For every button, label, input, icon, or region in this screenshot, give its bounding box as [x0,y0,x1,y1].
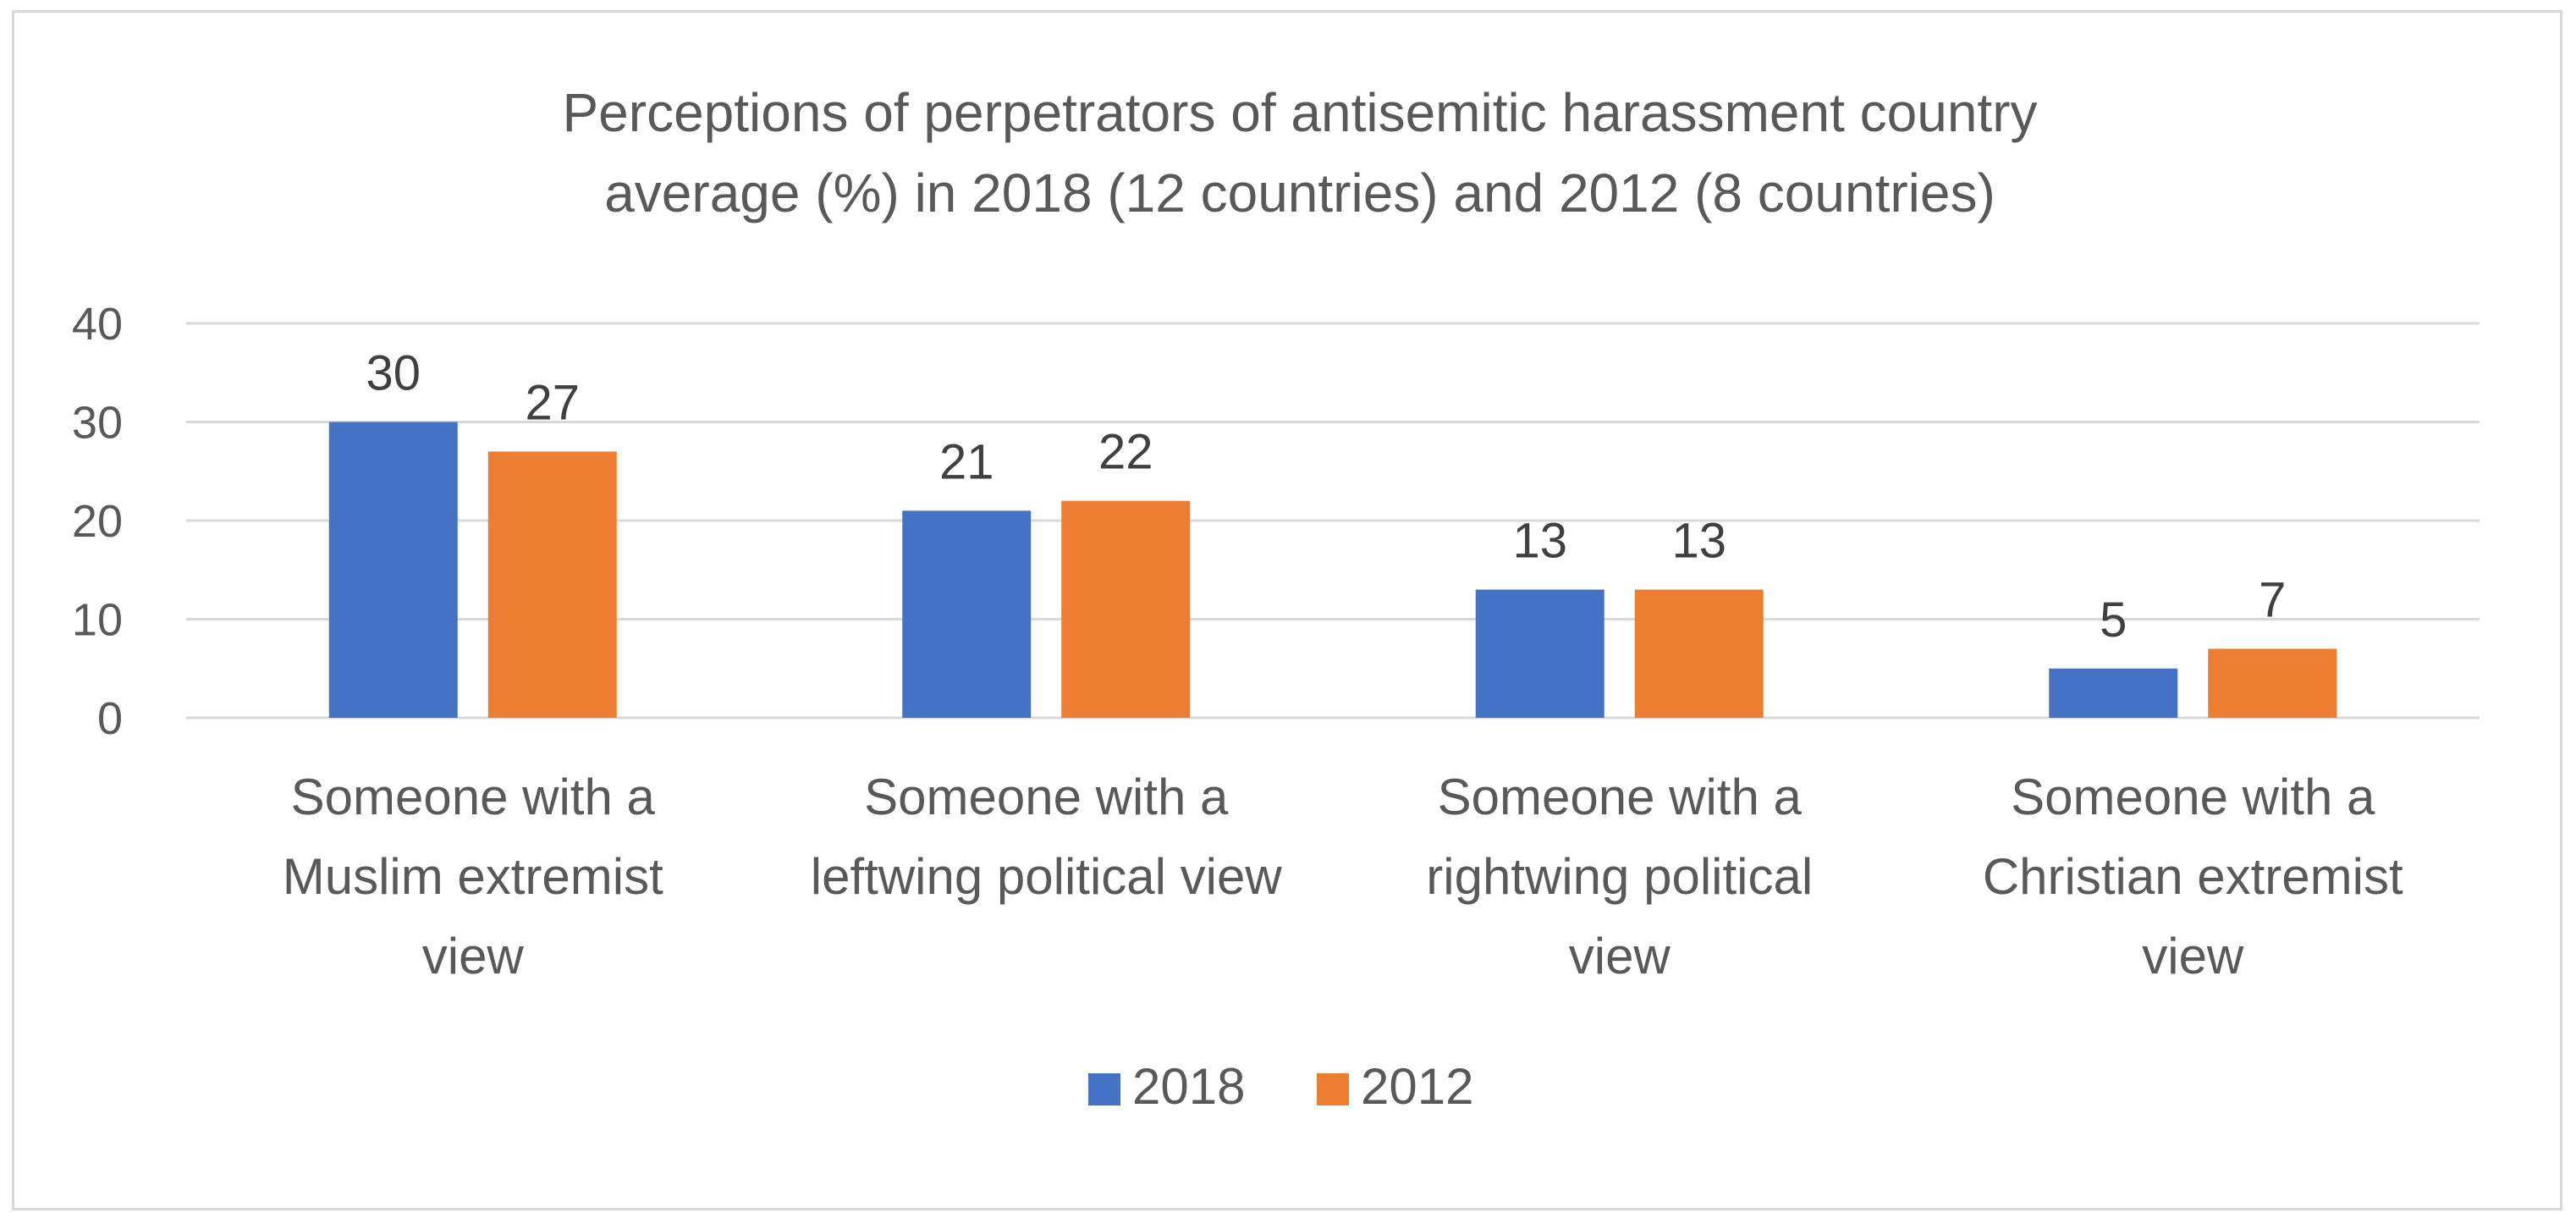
category-labels: Someone with a Muslim extremist view Someon… [283,769,2403,984]
y-tick-label: 20 [72,496,123,547]
data-labels: 30 27 21 22 13 13 5 7 [366,346,2286,648]
y-axis-ticks: 0 10 20 30 40 [72,299,123,744]
legend-swatch-2018 [1088,1073,1120,1105]
data-label: 13 [1671,514,1726,569]
data-label: 21 [939,434,994,489]
bar-2018 [1475,589,1604,718]
bar-2012 [1061,500,1191,718]
data-label: 5 [2100,593,2127,648]
legend-label-2012: 2012 [1361,1058,1473,1115]
y-tick-label: 10 [72,595,123,646]
legend: 2018 2012 [1088,1058,1473,1115]
data-label: 7 [2259,572,2286,627]
legend-label-2018: 2018 [1132,1058,1245,1115]
legend-swatch-2012 [1317,1073,1349,1105]
category-label: Someone with a leftwing political view [811,769,1283,905]
category-label: Someone with a Muslim extremist view [283,769,663,984]
category-label: Someone with a Christian extremist view [1983,769,2403,984]
bars [328,422,2337,718]
bar-2012 [1634,589,1764,718]
data-label: 27 [525,375,580,430]
data-label: 30 [366,346,421,401]
data-label: 22 [1098,425,1153,480]
y-tick-label: 40 [72,299,123,350]
chart-title: Perceptions of perpetrators of antisemit… [562,82,2037,223]
bar-2018 [902,510,1032,718]
bar-2018 [328,422,458,718]
chart-title-line-1: Perceptions of perpetrators of antisemit… [562,82,2037,143]
data-label: 13 [1512,514,1567,569]
y-tick-label: 30 [72,398,123,449]
y-tick-label: 0 [97,693,123,744]
bar-2012 [487,451,617,718]
chart-title-line-2: average (%) in 2018 (12 countries) and 2… [604,163,1995,223]
bar-2018 [2049,668,2178,718]
bar-2012 [2208,648,2337,718]
category-label: Someone with a rightwing political view [1426,769,1813,984]
